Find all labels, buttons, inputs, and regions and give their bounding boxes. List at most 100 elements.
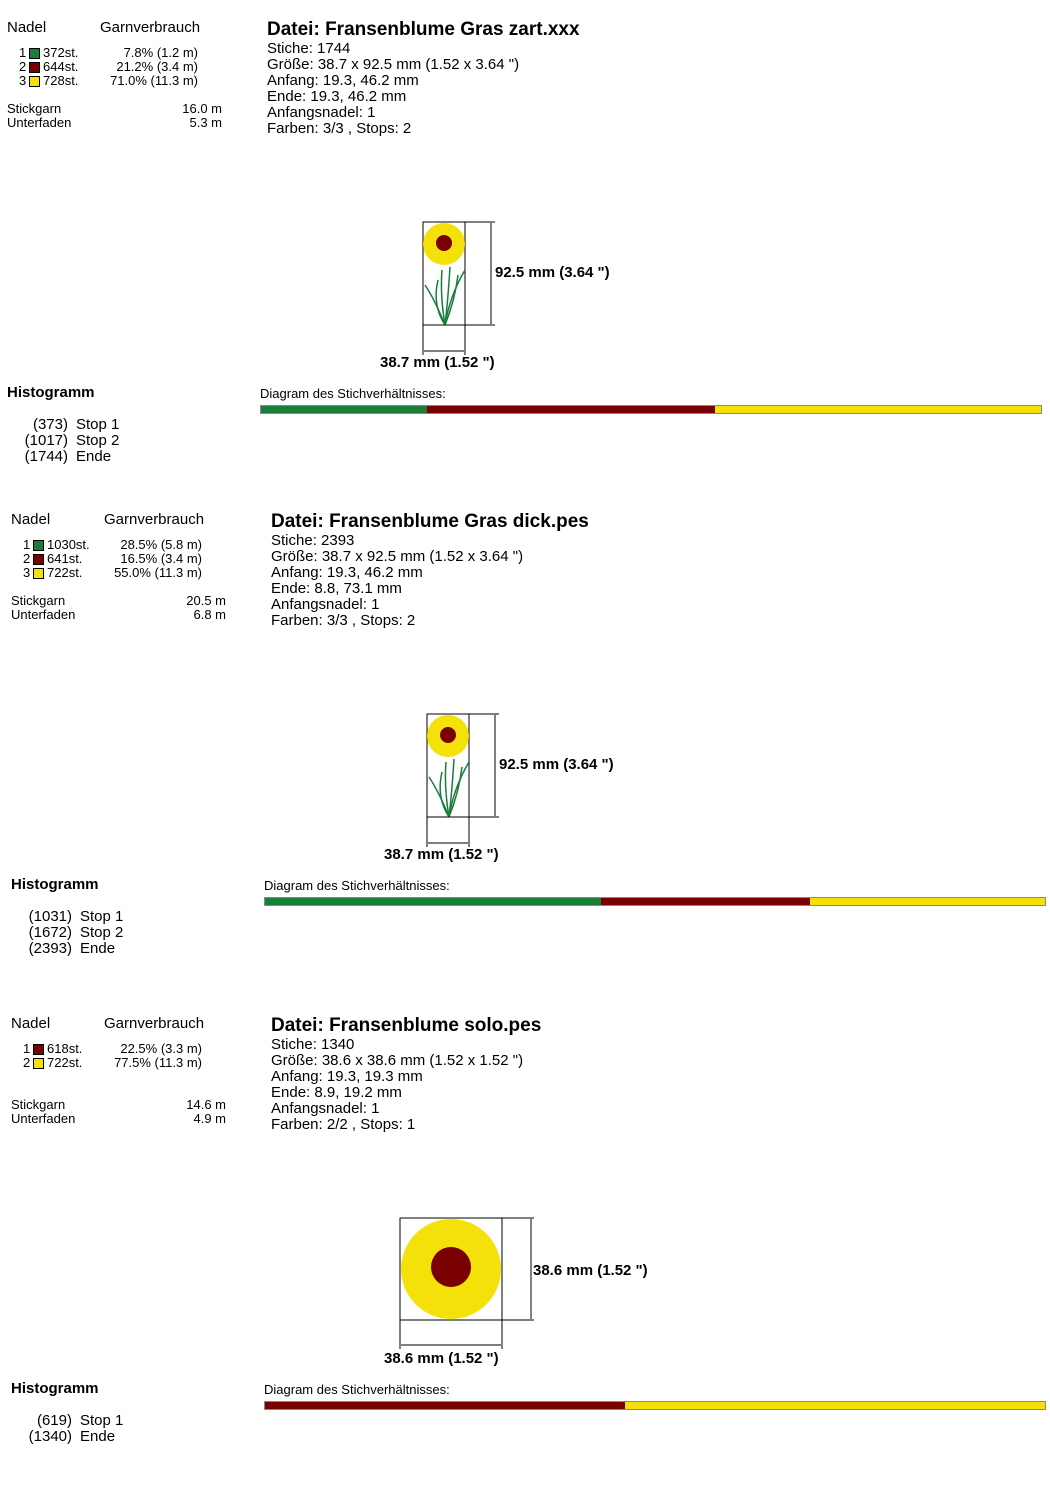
design-section: Nadel Garnverbrauch 1 618st. 22.5% (3.3 m) 2 7… (4, 996, 1050, 1486)
file-info-line: Ende: 8.8, 73.1 mm (271, 580, 402, 597)
needle-stitches: 722st. (47, 565, 83, 580)
height-dimension-label: 92.5 mm (3.64 ") (499, 756, 614, 773)
width-dimension-label: 38.7 mm (1.52 ") (384, 846, 499, 863)
file-info-line: Anfang: 19.3, 46.2 mm (267, 72, 419, 89)
diagram-label: Diagram des Stichverhältnisses: (264, 878, 450, 893)
garnverbrauch-header: Garnverbrauch (100, 19, 201, 36)
bar-segment-green (265, 898, 601, 905)
file-info-line: Größe: 38.7 x 92.5 mm (1.52 x 3.64 ") (271, 548, 524, 565)
stop-count: (373) (32, 416, 68, 433)
stop-label: Stop 1 (76, 416, 120, 433)
stop-count: (2393) (28, 940, 72, 957)
color-swatch (33, 554, 44, 565)
color-swatch (29, 76, 40, 87)
needle-number: 2 (19, 59, 27, 74)
diagram-label: Diagram des Stichverhältnisses: (264, 1382, 450, 1397)
unterfaden-label: Unterfaden (7, 115, 72, 130)
unterfaden-value: 5.3 m (189, 115, 222, 130)
stop-label: Ende (76, 448, 112, 465)
file-title: Datei: Fransenblume Gras dick.pes (271, 511, 589, 532)
garnverbrauch-header: Garnverbrauch (104, 1015, 205, 1032)
needle-stitches: 1030st. (47, 537, 90, 552)
unterfaden-value: 6.8 m (193, 607, 226, 622)
histogramm-heading: Histogramm (11, 876, 99, 893)
file-info-line: Ende: 19.3, 46.2 mm (267, 88, 407, 105)
bar-segment-green (261, 406, 428, 413)
needle-number: 1 (19, 45, 27, 60)
diagram-label: Diagram des Stichverhältnisses: (260, 386, 446, 401)
bar-segment-darkred (265, 1402, 625, 1409)
stop-label: Ende (80, 1428, 116, 1445)
file-info-line: Anfangsnadel: 1 (271, 1100, 380, 1117)
stop-count: (1017) (24, 432, 68, 449)
file-title: Datei: Fransenblume Gras zart.xxx (267, 19, 580, 40)
garnverbrauch-header: Garnverbrauch (104, 511, 205, 528)
stitch-ratio-bar (264, 897, 1046, 906)
color-swatch (33, 568, 44, 579)
stop-label: Stop 2 (80, 924, 124, 941)
needle-usage: 71.0% (11.3 m) (110, 73, 198, 88)
file-info-line: Stiche: 2393 (271, 532, 355, 549)
needle-usage: 7.8% (1.2 m) (123, 45, 198, 60)
histogramm-heading: Histogramm (7, 384, 95, 401)
file-info-line: Anfangsnadel: 1 (267, 104, 376, 121)
file-info-line: Ende: 8.9, 19.2 mm (271, 1084, 402, 1101)
bar-segment-yellow (624, 1402, 1045, 1409)
color-swatch (33, 1044, 44, 1055)
stop-label: Stop 1 (80, 1412, 124, 1429)
needle-number: 2 (23, 551, 31, 566)
file-info-line: Stiche: 1744 (267, 40, 351, 57)
color-swatch (29, 62, 40, 73)
color-swatch (33, 540, 44, 551)
nadel-header: Nadel (7, 19, 47, 36)
stickgarn-value: 14.6 m (186, 1097, 226, 1112)
needle-usage: 21.2% (3.4 m) (116, 59, 198, 74)
stop-label: Ende (80, 940, 116, 957)
needle-number: 3 (23, 565, 31, 580)
stickgarn-label: Stickgarn (11, 593, 66, 608)
stop-count: (1744) (24, 448, 68, 465)
width-dimension-label: 38.7 mm (1.52 ") (380, 354, 495, 371)
unterfaden-label: Unterfaden (11, 1111, 76, 1126)
bar-segment-yellow (809, 898, 1045, 905)
nadel-header: Nadel (11, 1015, 51, 1032)
file-info-line: Anfangsnadel: 1 (271, 596, 380, 613)
design-preview (426, 713, 499, 847)
stop-count: (1031) (28, 908, 72, 925)
file-info-line: Farben: 3/3 , Stops: 2 (267, 120, 412, 137)
stickgarn-label: Stickgarn (7, 101, 62, 116)
needle-usage: 22.5% (3.3 m) (120, 1041, 202, 1056)
file-info-line: Anfang: 19.3, 46.2 mm (271, 564, 423, 581)
file-info-line: Farben: 3/3 , Stops: 2 (271, 612, 416, 629)
stickgarn-value: 20.5 m (186, 593, 226, 608)
needle-stitches: 644st. (43, 59, 79, 74)
width-dimension-label: 38.6 mm (1.52 ") (384, 1350, 499, 1367)
nadel-header: Nadel (11, 511, 51, 528)
needle-number: 3 (19, 73, 27, 88)
needle-number: 1 (23, 1041, 31, 1056)
histogramm-heading: Histogramm (11, 1380, 99, 1397)
needle-usage: 16.5% (3.4 m) (120, 551, 202, 566)
stop-label: Stop 2 (76, 432, 120, 449)
bar-segment-darkred (600, 898, 810, 905)
unterfaden-value: 4.9 m (193, 1111, 226, 1126)
stitch-ratio-bar (260, 405, 1042, 414)
stop-count: (619) (36, 1412, 72, 1429)
bar-segment-yellow (715, 406, 1041, 413)
file-info-line: Anfang: 19.3, 19.3 mm (271, 1068, 423, 1085)
needle-usage: 77.5% (11.3 m) (114, 1055, 202, 1070)
design-preview (399, 1217, 534, 1349)
stickgarn-value: 16.0 m (182, 101, 222, 116)
height-dimension-label: 92.5 mm (3.64 ") (495, 264, 610, 281)
stop-count: (1672) (28, 924, 72, 941)
needle-stitches: 641st. (47, 551, 83, 566)
color-swatch (33, 1058, 44, 1069)
design-preview (422, 221, 495, 355)
stickgarn-label: Stickgarn (11, 1097, 66, 1112)
file-info-line: Stiche: 1340 (271, 1036, 355, 1053)
needle-stitches: 728st. (43, 73, 79, 88)
needle-usage: 55.0% (11.3 m) (114, 565, 202, 580)
needle-usage: 28.5% (5.8 m) (120, 537, 202, 552)
height-dimension-label: 38.6 mm (1.52 ") (533, 1262, 648, 1279)
design-section: Nadel Garnverbrauch 1 1030st. 28.5% (5.8 m) 2… (4, 492, 1050, 982)
